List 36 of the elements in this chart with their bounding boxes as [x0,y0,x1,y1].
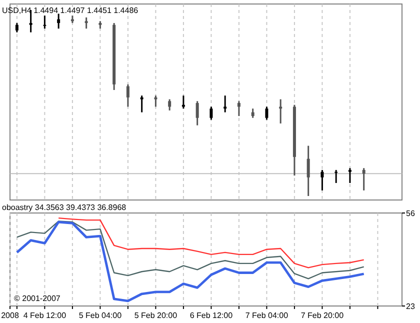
candlestick [306,145,310,197]
candlestick [84,16,88,30]
candlestick [362,167,366,192]
x-tick-label: 2008 [1,311,20,320]
y-tick-label: 23 [406,302,416,311]
candlestick [334,169,338,184]
x-tick-label: 7 Feb 20:00 [300,311,344,320]
candlestick [29,9,32,34]
candlestick [140,94,144,114]
chart-title: oboastry 34.3563 39.4373 36.8968 [2,203,127,212]
candlestick [126,84,130,108]
line-series [16,220,366,302]
x-tick-label: 4 Feb 12:00 [23,311,67,320]
y-tick-label: 56 [406,209,416,218]
x-tick-label: 6 Feb 12:00 [190,311,234,320]
candlestick [251,108,254,119]
candlestick [265,106,268,120]
candlestick [57,12,60,30]
candlestick [279,98,282,124]
x-tick-label: 5 Feb 20:00 [134,311,178,320]
candlestick [348,167,352,184]
annotation: © 2001-2007 [14,294,61,303]
candlestick [320,169,324,192]
line-series [58,217,364,268]
candlestick [224,94,227,114]
line-series [16,220,364,280]
x-tick-label: 5 Feb 04:00 [78,311,122,320]
candlestick [168,98,172,112]
candlestick [154,94,158,108]
candlestick [43,14,46,30]
chart-title: USD,H4 1.4494 1.4497 1.4451 1.4486 [2,6,139,15]
x-tick-label: 7 Feb 04:00 [245,311,289,320]
candlestick [196,100,199,126]
candlestick [237,100,240,117]
candlestick [210,106,213,120]
candlestick [15,22,18,34]
